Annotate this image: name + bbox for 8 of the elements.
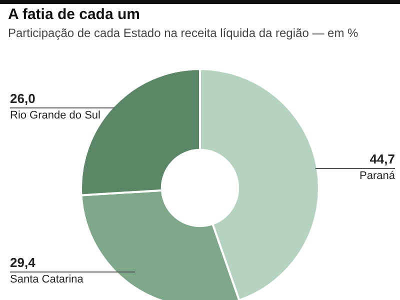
data-label: 29,4 <box>10 255 36 270</box>
data-label: 26,0 <box>10 90 36 106</box>
data-label: 44,7 <box>370 152 395 167</box>
slice-label: Santa Catarina <box>10 274 84 286</box>
slice-label: Paraná <box>360 170 396 182</box>
chart-subtitle: Participação de cada Estado na receita líquida da região — em % <box>8 26 358 40</box>
slice-label: Rio Grande do Sul <box>10 109 100 122</box>
chart-title: A fatia de cada um <box>8 6 140 23</box>
